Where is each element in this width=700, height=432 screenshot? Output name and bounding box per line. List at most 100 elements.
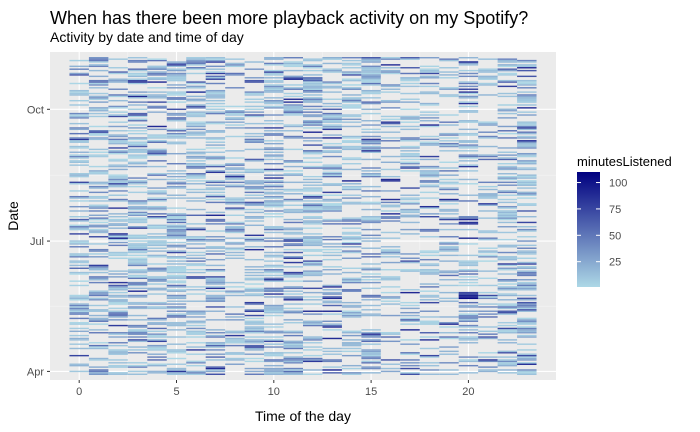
heatmap-cell [205, 306, 226, 308]
heatmap-cell [283, 287, 303, 290]
heatmap-cell [283, 340, 303, 343]
heatmap-cell [108, 350, 128, 353]
heatmap-cell [264, 352, 284, 354]
heatmap-cell [283, 193, 303, 195]
heatmap-cell [69, 145, 89, 148]
heatmap-cell [205, 236, 226, 238]
heatmap-cell [517, 79, 537, 82]
heatmap-cell [341, 115, 362, 118]
heatmap-cell [380, 300, 401, 302]
heatmap-cell [497, 214, 518, 216]
heatmap-cell [303, 320, 323, 322]
heatmap-cell [127, 130, 148, 132]
heatmap-cell [341, 227, 362, 229]
heatmap-cell [244, 115, 265, 118]
heatmap-cell [205, 366, 226, 368]
heatmap-cell [147, 280, 167, 282]
heatmap-cell [361, 362, 381, 364]
heatmap-cell [108, 88, 128, 90]
heatmap-cell [147, 91, 167, 93]
heatmap-cell [147, 364, 167, 367]
heatmap-cell [380, 336, 401, 338]
heatmap-cell [69, 112, 89, 115]
heatmap-cell [108, 251, 128, 254]
heatmap-cell [303, 190, 323, 192]
heatmap-cell [458, 88, 479, 90]
heatmap-cell [419, 104, 440, 106]
heatmap-cell [458, 329, 479, 331]
heatmap-cell [186, 62, 206, 65]
heatmap-cell [322, 68, 342, 70]
heatmap-cell [225, 359, 245, 361]
heatmap-cell [264, 372, 284, 374]
heatmap-cell [283, 251, 303, 254]
heatmap-cell [88, 125, 109, 128]
heatmap-cell [419, 205, 440, 208]
heatmap-cell [517, 97, 537, 99]
heatmap-cell [205, 151, 226, 153]
heatmap-cell [361, 343, 381, 345]
heatmap-cell [127, 138, 148, 141]
heatmap-cell [341, 301, 362, 304]
heatmap-cell [400, 201, 420, 204]
heatmap-cell [244, 258, 265, 261]
heatmap-cell [147, 270, 167, 272]
heatmap-cell [166, 108, 187, 111]
heatmap-cell [225, 167, 245, 169]
heatmap-cell [419, 138, 440, 141]
heatmap-cell [458, 218, 479, 221]
heatmap-cell [264, 101, 284, 103]
heatmap-cell [361, 357, 381, 360]
heatmap-cell [264, 155, 284, 158]
heatmap-cell [497, 213, 518, 215]
heatmap-cell [341, 306, 362, 308]
heatmap-cell [517, 326, 537, 328]
heatmap-cell [322, 208, 342, 211]
heatmap-cell [205, 122, 226, 125]
heatmap-cell [400, 373, 420, 375]
heatmap-cell [380, 276, 401, 278]
heatmap-cell [419, 69, 440, 72]
heatmap-cell [264, 148, 284, 151]
heatmap-cell [361, 353, 381, 355]
heatmap-cell [264, 307, 284, 310]
heatmap-cell [264, 158, 284, 161]
heatmap-cell [127, 69, 148, 72]
heatmap-cell [458, 111, 479, 113]
heatmap-cell [166, 217, 187, 219]
heatmap-cell [283, 273, 303, 275]
heatmap-cell [225, 254, 245, 257]
heatmap-cell [166, 163, 187, 165]
heatmap-cell [303, 140, 323, 142]
heatmap-cell [419, 270, 440, 272]
heatmap-cell [400, 323, 420, 325]
heatmap-cell [380, 107, 401, 109]
heatmap-cell [303, 248, 323, 251]
heatmap-cell [283, 64, 303, 66]
heatmap-cell [419, 323, 440, 325]
heatmap-cell [380, 261, 401, 264]
heatmap-cell [497, 329, 518, 331]
heatmap-cell [322, 145, 342, 148]
heatmap-cell [69, 261, 89, 264]
heatmap-cell [458, 270, 479, 272]
heatmap-cell [147, 72, 167, 75]
heatmap-cell [517, 61, 537, 63]
heatmap-cell [264, 181, 284, 184]
heatmap-cell [478, 277, 498, 280]
heatmap-cell [517, 154, 537, 156]
heatmap-cell [497, 81, 518, 83]
heatmap-cell [244, 94, 265, 96]
heatmap-cell [264, 237, 284, 239]
heatmap-cell [497, 65, 518, 68]
heatmap-cell [264, 266, 284, 268]
heatmap-cell [88, 342, 109, 344]
heatmap-cell [225, 248, 245, 251]
heatmap-cell [108, 198, 128, 201]
heatmap-cell [147, 87, 167, 89]
heatmap-cell [517, 67, 537, 69]
heatmap-cell [108, 284, 128, 287]
heatmap-cell [205, 191, 226, 194]
heatmap-cell [186, 134, 206, 136]
